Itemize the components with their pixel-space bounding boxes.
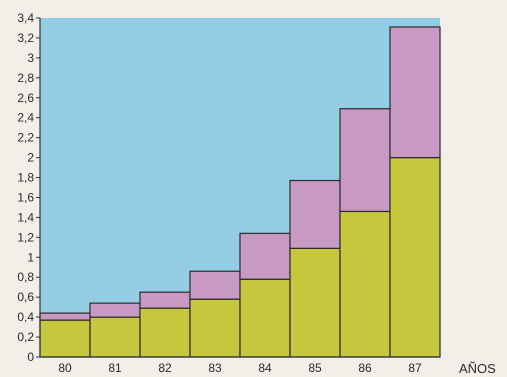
y-tick-label: 3,4 xyxy=(17,11,34,25)
x-tick-label: 80 xyxy=(58,361,72,375)
y-tick-label: 2,2 xyxy=(17,131,34,145)
bar-segment-84-series-1 xyxy=(239,278,291,358)
bar-segment-86-series-1 xyxy=(339,210,391,358)
bar-segment-82-series-2 xyxy=(139,291,191,309)
y-tick-label: 2,4 xyxy=(17,111,34,125)
x-axis-title: AÑOS xyxy=(459,361,496,376)
bar-segment-80-series-2 xyxy=(39,312,91,321)
bar-segment-82-series-1 xyxy=(139,307,191,358)
bar-segment-86-series-2 xyxy=(339,108,391,213)
y-tick-label: 1 xyxy=(27,250,34,264)
y-tick-label: 0 xyxy=(27,350,34,364)
bar-segment-85-series-1 xyxy=(289,247,341,358)
y-tick-label: 3 xyxy=(27,51,34,65)
y-axis-ticks: 0 0,2 0,4 0,6 0,8 1 1,2 1,4 1,6 1,8 2 2,2 2,4 2,6 2,8 3… xyxy=(17,11,40,364)
bar-segment-84-series-2 xyxy=(239,232,291,280)
y-tick-label: 1,2 xyxy=(17,230,34,244)
x-tick-label: 83 xyxy=(208,361,222,375)
y-tick-label: 0,8 xyxy=(17,270,34,284)
bar-segment-87-series-1 xyxy=(389,156,441,358)
y-tick-label: 2 xyxy=(27,151,34,165)
bar-segment-81-series-1 xyxy=(89,316,141,358)
y-tick-label: 0,6 xyxy=(17,290,34,304)
x-tick-label: 85 xyxy=(308,361,322,375)
bars-group xyxy=(39,26,441,358)
y-tick-label: 1,6 xyxy=(17,190,34,204)
y-tick-label: 2,6 xyxy=(17,91,34,105)
bar-segment-87-series-2 xyxy=(389,26,441,159)
y-tick-label: 1,8 xyxy=(17,171,34,185)
bar-segment-85-series-2 xyxy=(289,179,341,249)
x-tick-label: 87 xyxy=(408,361,422,375)
bar-segment-80-series-1 xyxy=(39,319,91,358)
bar-segment-81-series-2 xyxy=(89,302,141,318)
y-tick-label: 0,4 xyxy=(17,310,34,324)
y-tick-label: 3,2 xyxy=(17,31,34,45)
x-tick-label: 82 xyxy=(158,361,172,375)
x-tick-label: 86 xyxy=(358,361,372,375)
bar-segment-83-series-1 xyxy=(189,298,241,358)
y-tick-label: 2,8 xyxy=(17,71,34,85)
y-tick-label: 1,4 xyxy=(17,210,34,224)
bar-segment-83-series-2 xyxy=(189,270,241,300)
x-tick-label: 84 xyxy=(258,361,272,375)
y-tick-label: 0,2 xyxy=(17,330,34,344)
x-axis-ticks: 80 81 82 83 84 85 86 87 xyxy=(58,361,422,375)
x-tick-label: 81 xyxy=(108,361,122,375)
